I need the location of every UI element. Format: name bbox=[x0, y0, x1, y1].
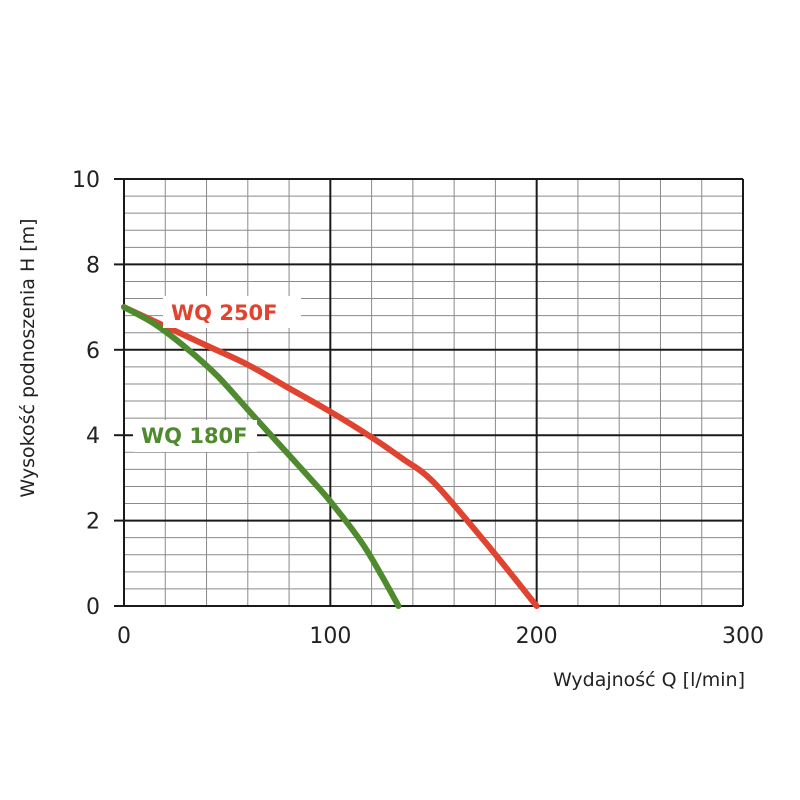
series-label-wq180f-text: WQ 180F bbox=[141, 424, 248, 448]
series-label-wq180f: WQ 180F bbox=[133, 420, 257, 452]
y-tick-label: 8 bbox=[86, 253, 100, 278]
series-label-wq250f-text: WQ 250F bbox=[171, 301, 278, 325]
y-tick-label: 0 bbox=[86, 595, 100, 620]
x-tick-label: 100 bbox=[309, 624, 351, 649]
minor-grid bbox=[123, 178, 744, 607]
x-tick-label: 200 bbox=[516, 624, 558, 649]
series-line-wq-250f bbox=[121, 304, 540, 609]
y-tick-label: 10 bbox=[72, 168, 100, 193]
tick-labels: 0 100 200 300 0 2 4 6 8 10 bbox=[72, 168, 764, 649]
y-tick-label: 6 bbox=[86, 339, 100, 364]
y-axis-title: Wysokość podnoszenia H [m] bbox=[17, 218, 39, 497]
major-grid bbox=[114, 178, 744, 607]
y-tick-label: 4 bbox=[86, 424, 100, 449]
series-line-wq-180f bbox=[121, 304, 402, 609]
y-tick-label: 2 bbox=[86, 510, 100, 535]
series-label-wq180f-bg bbox=[133, 420, 257, 452]
series-layer bbox=[121, 304, 540, 609]
x-axis-title: Wydajność Q [l/min] bbox=[553, 669, 745, 691]
series-label-wq250f: WQ 250F bbox=[163, 296, 301, 328]
x-tick-label: 300 bbox=[722, 624, 764, 649]
x-tick-label: 0 bbox=[117, 624, 131, 649]
series-label-wq250f-bg bbox=[163, 296, 301, 328]
